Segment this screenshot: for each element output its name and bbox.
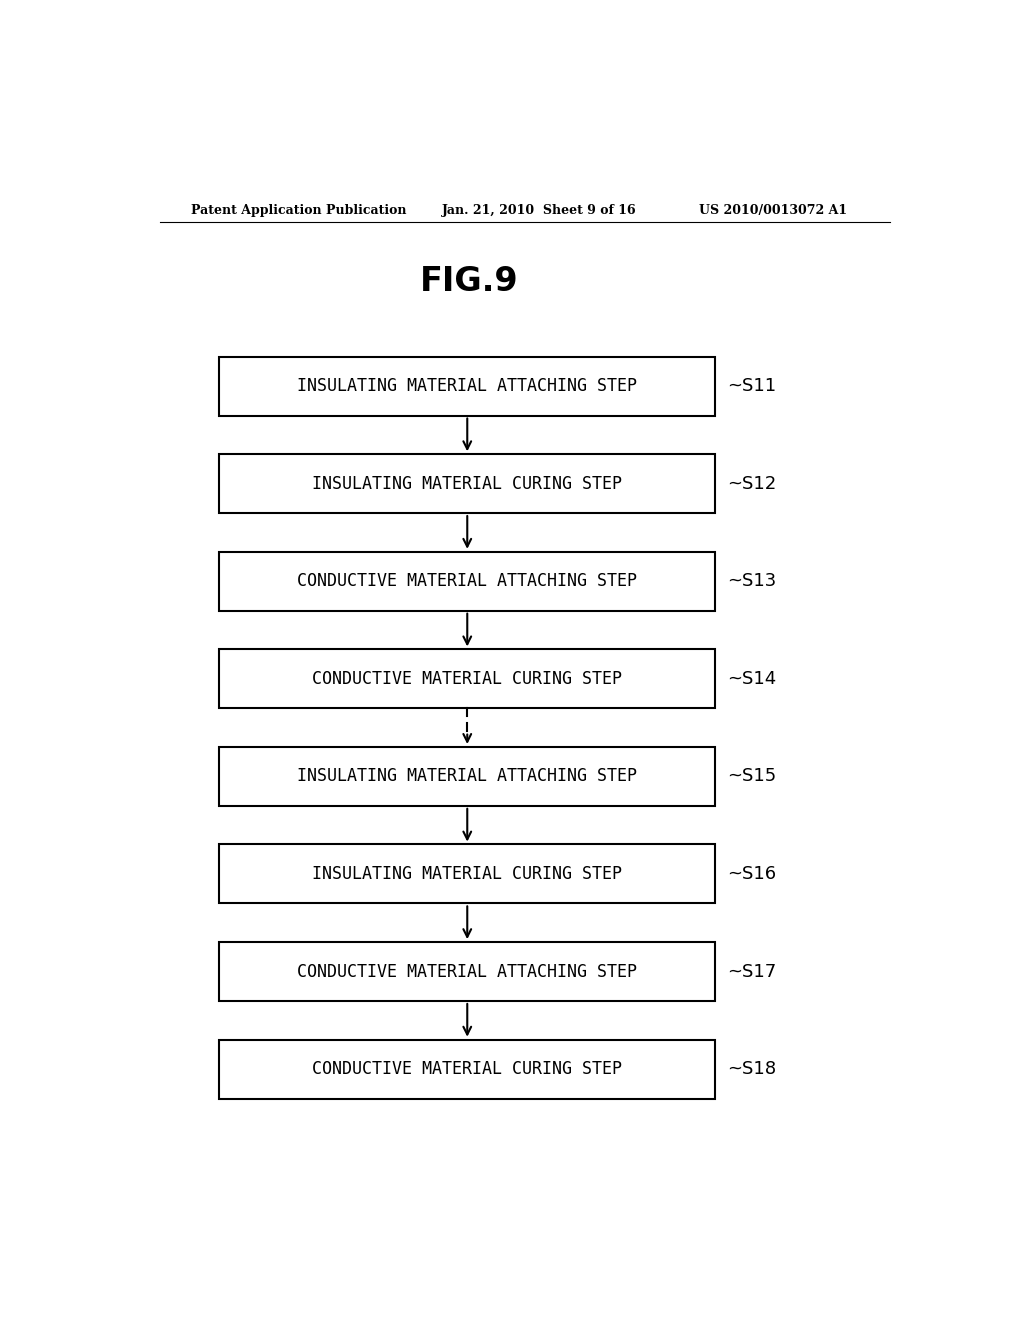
Text: ~S18: ~S18 (727, 1060, 776, 1078)
Text: CONDUCTIVE MATERIAL CURING STEP: CONDUCTIVE MATERIAL CURING STEP (312, 1060, 623, 1078)
Text: ~S12: ~S12 (727, 475, 776, 492)
Text: FIG.9: FIG.9 (420, 265, 518, 298)
Bar (219, 454, 715, 513)
Bar (219, 1040, 715, 1098)
Text: ~S15: ~S15 (727, 767, 776, 785)
Text: CONDUCTIVE MATERIAL ATTACHING STEP: CONDUCTIVE MATERIAL ATTACHING STEP (297, 573, 637, 590)
Bar (219, 552, 715, 611)
Text: ~S16: ~S16 (727, 865, 776, 883)
Text: Patent Application Publication: Patent Application Publication (191, 205, 407, 216)
Text: ~S17: ~S17 (727, 962, 776, 981)
Text: ~S14: ~S14 (727, 669, 776, 688)
Text: INSULATING MATERIAL CURING STEP: INSULATING MATERIAL CURING STEP (312, 865, 623, 883)
Text: INSULATING MATERIAL ATTACHING STEP: INSULATING MATERIAL ATTACHING STEP (297, 767, 637, 785)
Bar (219, 845, 715, 903)
Text: ~S13: ~S13 (727, 573, 776, 590)
Text: INSULATING MATERIAL ATTACHING STEP: INSULATING MATERIAL ATTACHING STEP (297, 378, 637, 395)
Bar (219, 942, 715, 1001)
Text: ~S11: ~S11 (727, 378, 776, 395)
Bar (219, 649, 715, 709)
Bar (219, 356, 715, 416)
Bar (219, 747, 715, 805)
Text: CONDUCTIVE MATERIAL CURING STEP: CONDUCTIVE MATERIAL CURING STEP (312, 669, 623, 688)
Text: US 2010/0013072 A1: US 2010/0013072 A1 (699, 205, 848, 216)
Text: INSULATING MATERIAL CURING STEP: INSULATING MATERIAL CURING STEP (312, 475, 623, 492)
Text: CONDUCTIVE MATERIAL ATTACHING STEP: CONDUCTIVE MATERIAL ATTACHING STEP (297, 962, 637, 981)
Text: Jan. 21, 2010  Sheet 9 of 16: Jan. 21, 2010 Sheet 9 of 16 (441, 205, 636, 216)
